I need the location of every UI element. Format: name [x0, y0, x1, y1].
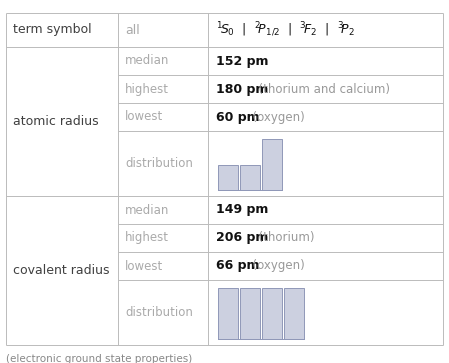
Text: distribution: distribution	[125, 306, 193, 319]
Text: (thorium): (thorium)	[251, 232, 314, 245]
Text: 206 pm: 206 pm	[216, 232, 269, 245]
Text: all: all	[125, 24, 140, 37]
Text: 66 pm: 66 pm	[216, 260, 260, 273]
Text: term symbol: term symbol	[13, 24, 92, 37]
Text: (electronic ground state properties): (electronic ground state properties)	[6, 354, 192, 363]
Text: highest: highest	[125, 82, 169, 95]
Bar	[240, 288, 260, 339]
Text: highest: highest	[125, 232, 169, 245]
Text: $^1\!S_0$  |  $^2\!P_{1/2}$  |  $^3\!F_2$  |  $^3\!P_2$: $^1\!S_0$ | $^2\!P_{1/2}$ | $^3\!F_2$ | …	[216, 21, 355, 39]
Bar	[262, 139, 282, 190]
Bar	[218, 164, 238, 190]
Text: 60 pm: 60 pm	[216, 110, 260, 123]
Text: lowest: lowest	[125, 260, 163, 273]
Bar	[262, 288, 282, 339]
Text: (oxygen): (oxygen)	[245, 260, 305, 273]
Text: median: median	[125, 204, 169, 216]
Bar	[240, 164, 260, 190]
Text: distribution: distribution	[125, 157, 193, 170]
Bar	[284, 288, 304, 339]
Text: lowest: lowest	[125, 110, 163, 123]
Text: median: median	[125, 54, 169, 68]
Text: (thorium and calcium): (thorium and calcium)	[251, 82, 390, 95]
Text: atomic radius: atomic radius	[13, 115, 99, 128]
Text: covalent radius: covalent radius	[13, 264, 110, 277]
Text: 149 pm: 149 pm	[216, 204, 269, 216]
Text: (oxygen): (oxygen)	[245, 110, 305, 123]
Text: 152 pm: 152 pm	[216, 54, 269, 68]
Text: 180 pm: 180 pm	[216, 82, 269, 95]
Bar	[218, 288, 238, 339]
